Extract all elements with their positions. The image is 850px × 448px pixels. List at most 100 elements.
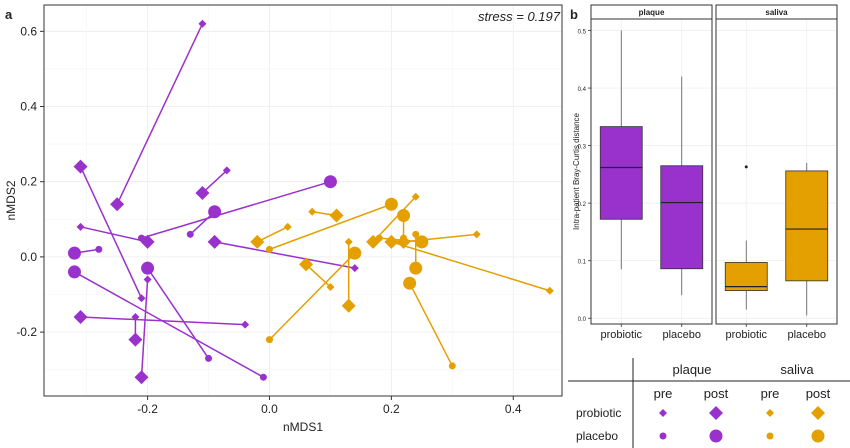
y-tick-label: 0.1 [578,260,587,266]
point-placebo-post [141,261,155,275]
legend-key-placebo-post [709,429,723,443]
point-probiotic-post [110,197,125,212]
point-placebo-pre [95,245,103,253]
pair-line [372,196,417,243]
plot-frame [43,4,563,397]
facet-saliva: saliva probiotic placebo [715,4,838,341]
point-probiotic-pre [350,264,359,273]
legend-time-header: pre [654,386,673,401]
pair-line [146,267,210,359]
point-probiotic-pre [308,207,317,216]
legend-time-header: post [806,386,831,401]
point-placebo-post [397,209,411,223]
point-probiotic-pre [241,320,250,329]
box-placebo [785,162,829,316]
point-probiotic-post [73,310,88,325]
y-tick-label: 0.0 [578,317,587,323]
pair-line [116,23,204,205]
y-tick-label: 0.4 [578,87,587,93]
point-placebo-post [384,197,398,211]
legend-key-probiotic-post [811,406,825,420]
point-probiotic-pre [198,19,207,28]
legend-key-probiotic-pre [766,409,774,417]
point-placebo-pre [259,373,267,381]
x-tick-label: 0.2 [383,402,400,416]
facet-frame [590,18,713,325]
y-tick-label: 0.5 [578,30,587,36]
y-axis-label: nMDS2 [4,180,18,220]
point-placebo-pre [138,234,146,242]
y-tick-label: 0.3 [578,145,587,151]
point-probiotic-post [73,159,88,174]
box-placebo [660,76,704,296]
point-probiotic-post [396,234,411,249]
point-probiotic-pre [326,282,335,291]
box-iqr [660,165,704,270]
y-tick-label: 0.2 [20,175,37,189]
box-probiotic [724,165,768,310]
panel-a: -0.2 0.0 0.2 0.4 -0.2 0.0 0.2 0.4 0.6 nMDS1 nMDS2 a… [4,4,563,434]
x-tick-label: 0.4 [505,402,522,416]
x-tick-label: -0.2 [137,402,158,416]
stress-annotation: stress = 0.197 [478,9,561,24]
box-iqr [724,262,768,292]
point-probiotic-pre [344,237,353,246]
point-probiotic-post [128,332,143,347]
legend-time-header: post [704,386,729,401]
point-probiotic-pre [222,166,231,175]
legend-key-probiotic-pre [659,409,667,417]
pair-line [214,241,355,269]
x-tick-label: 0.0 [261,402,278,416]
x-tick-label: probiotic [600,329,642,341]
y-tick-label: 0.6 [20,24,37,38]
point-probiotic-post [384,234,399,249]
pair-line [201,169,228,194]
point-probiotic-post [134,370,149,385]
box-iqr [785,170,829,282]
point-placebo-post [67,246,81,260]
legend-key-probiotic-post [709,406,723,420]
point-probiotic-post [299,257,314,272]
point-probiotic-post [250,234,265,249]
point-placebo-pre [400,234,408,242]
panel-label: a [5,7,13,22]
facet-plaque: plaque probiotic placebo [590,4,713,341]
pair-line [79,166,143,299]
point-probiotic-post [341,298,356,313]
legend-row-label: placebo [576,429,618,443]
pair-line [268,252,356,341]
legend-key-placebo-post [811,429,825,443]
legend-group-header: plaque [672,362,711,377]
point-placebo-pre [412,230,420,238]
point-placebo-post [323,175,337,189]
point-placebo-post [403,276,417,290]
pair-line [379,237,422,243]
point-placebo-post [348,246,362,260]
point-placebo-pre [448,362,456,370]
point-probiotic-pre [545,286,554,295]
panel-b: b Intra-patient Bray-Curtis distance 0.0 0.… [570,4,838,341]
y-tick-label: 0.0 [20,250,37,264]
pair-line [305,263,331,288]
point-placebo-pre [186,230,194,238]
point-probiotic-post [329,208,344,223]
point-placebo-pre [375,234,383,242]
y-tick-label: -0.2 [16,325,37,339]
point-probiotic-post [195,185,210,200]
legend-row-label: probiotic [576,406,621,420]
point-placebo-pre [265,336,273,344]
point-placebo-post [409,261,423,275]
legend-time-header: pre [761,386,780,401]
x-tick-label: placebo [662,329,701,341]
point-placebo-post [67,265,81,279]
point-probiotic-pre [143,275,152,284]
facet-title: saliva [765,8,788,17]
legend-key-placebo-pre [659,432,667,440]
point-probiotic-post [207,234,222,249]
pair-line [140,279,149,378]
y-axis-label: Intra-patient Bray-Curtis distance [572,112,581,229]
point-probiotic-pre [283,222,292,231]
pair-line [141,180,331,239]
panel-label: b [570,7,578,22]
